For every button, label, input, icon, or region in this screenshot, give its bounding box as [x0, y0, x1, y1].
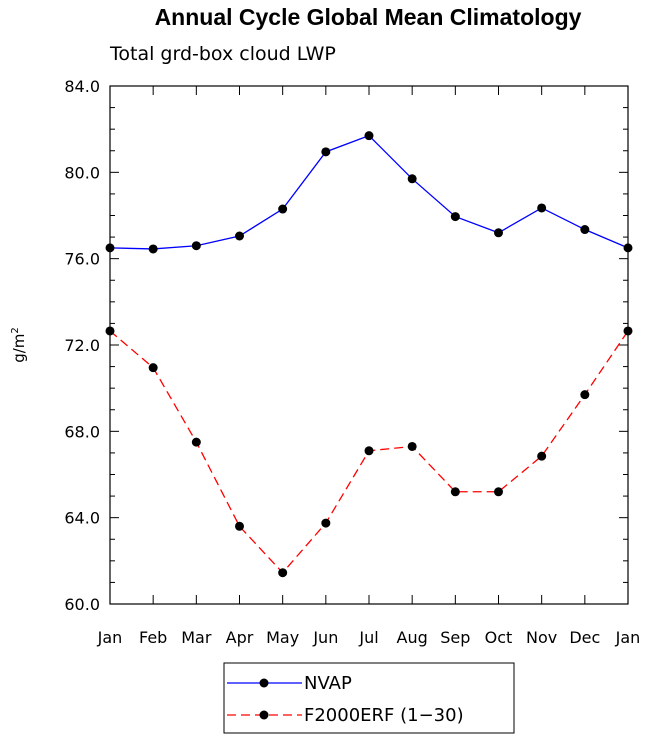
plot-frame: [109, 85, 629, 605]
data-point: [278, 204, 288, 214]
data-point: [494, 487, 503, 497]
y-tick-label: 60.0: [64, 595, 100, 614]
data-point: [494, 228, 503, 238]
y-tick-label: 84.0: [64, 77, 100, 96]
legend-box: [223, 662, 515, 734]
x-tick-label: Nov: [526, 628, 557, 647]
x-tick-label: Feb: [139, 628, 167, 647]
legend: NVAP F2000ERF (1−30): [223, 662, 515, 734]
legend-swatch-marker: [259, 710, 269, 720]
series-line: [109, 134, 629, 250]
x-tick-label: Sep: [440, 628, 470, 647]
y-tick-label: 72.0: [64, 336, 100, 355]
data-point: [580, 225, 590, 235]
y-tick-label: 80.0: [64, 163, 100, 182]
x-tick-label: Aug: [397, 628, 428, 647]
data-point: [148, 244, 158, 254]
data-point: [278, 568, 288, 578]
data-point: [364, 446, 374, 456]
series-1: [105, 131, 633, 254]
data-point: [191, 437, 201, 447]
legend-label: F2000ERF (1−30): [304, 705, 464, 726]
y-tick-label: 64.0: [64, 509, 100, 528]
x-tick-label: Dec: [569, 628, 600, 647]
data-point: [450, 487, 460, 497]
data-point: [235, 231, 244, 241]
series-2: [105, 326, 633, 578]
y-axis-label: g/m2: [10, 327, 28, 363]
y-axis-label-text: g/m: [10, 334, 28, 363]
data-point: [407, 174, 417, 184]
data-point: [623, 243, 633, 253]
data-point: [235, 521, 244, 531]
data-point: [148, 363, 158, 373]
x-tick-label: May: [266, 628, 299, 647]
y-tick-label: 68.0: [64, 422, 100, 441]
y-tick-label: 76.0: [64, 250, 100, 269]
x-tick-label: Jan: [615, 628, 641, 647]
y-axis-label-superscript: 2: [10, 327, 21, 333]
data-point: [364, 131, 374, 141]
legend-label: NVAP: [304, 673, 352, 694]
data-point: [450, 212, 460, 222]
data-point: [191, 241, 201, 251]
x-tick-label: Jun: [312, 628, 338, 647]
data-point: [537, 203, 547, 213]
data-point: [580, 390, 590, 400]
x-tick-label: Apr: [226, 628, 254, 647]
data-point: [407, 441, 417, 451]
plot-area: 60.0 64.0 68.0 72.0 76.0 80.0 84.0 Jan Feb Mar Apr…: [64, 77, 640, 647]
data-point: [537, 451, 547, 461]
data-point: [321, 518, 331, 528]
x-tick-label: Jan: [97, 628, 123, 647]
x-tick-label: Mar: [181, 628, 212, 647]
x-tick-label: Jul: [358, 628, 378, 647]
data-point: [623, 326, 633, 336]
chart-title: Annual Cycle Global Mean Climatology: [155, 4, 582, 30]
data-point: [105, 243, 115, 253]
data-point: [105, 326, 115, 336]
legend-swatch-marker: [259, 678, 269, 688]
chart-subtitle: Total grd-box cloud LWP: [109, 43, 336, 65]
data-point: [321, 147, 331, 157]
x-tick-label: Oct: [485, 628, 513, 647]
